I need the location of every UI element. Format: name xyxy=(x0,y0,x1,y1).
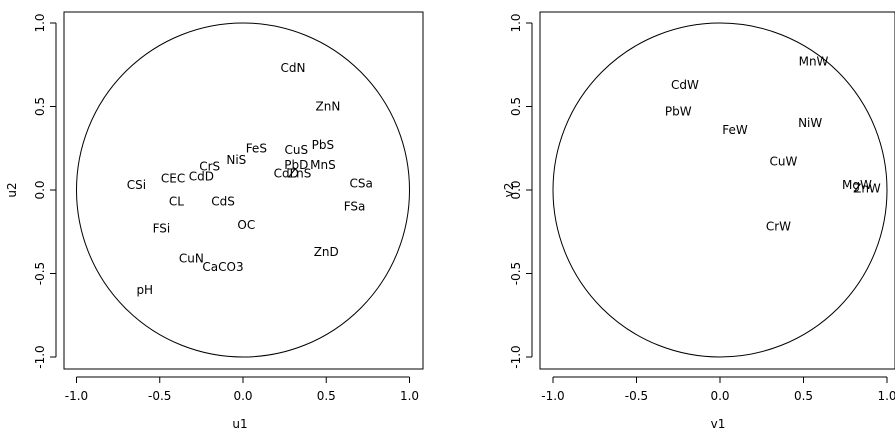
x-axis-title: u1 xyxy=(232,417,247,431)
unit-circle xyxy=(552,22,888,358)
point-label-nis: NiS xyxy=(226,153,246,167)
y-tick-label: 0.5 xyxy=(33,97,47,116)
point-label-ph: pH xyxy=(136,283,153,297)
point-label-cun: CuN xyxy=(179,251,204,265)
point-label-mns: MnS xyxy=(310,158,336,172)
point-label-mnw: MnW xyxy=(799,54,829,68)
x-tick-label: 0.5 xyxy=(317,389,336,403)
chart-panel-2: -1.0 -0.5 0.0 0.5 1.0 -1.0 -0.5 0.0 0.5 1.0 v1 v2 Mn… xyxy=(502,11,895,431)
x-tick-label: 0.0 xyxy=(710,389,729,403)
y-axis-title: u2 xyxy=(5,182,19,197)
point-label-pbw: PbW xyxy=(665,105,692,119)
point-label-crw: CrW xyxy=(766,220,791,234)
y-tick-label: 0.0 xyxy=(33,180,47,199)
y-tick-label: 1.0 xyxy=(509,13,523,32)
point-label-pbd: PbD xyxy=(284,158,308,172)
point-label-csi: CSi xyxy=(127,178,146,192)
point-label-cdd: CdD xyxy=(274,166,299,180)
point-label-cdw: CdW xyxy=(671,78,699,92)
point-label-fsa: FSa xyxy=(344,200,366,214)
x-tick-label: 1.0 xyxy=(400,389,419,403)
point-label-fes: FeS xyxy=(246,141,267,155)
chart-panel-1: -1.0 -0.5 0.0 0.5 1.0 -1.0 -0.5 0.0 0.5 1.0 u1 u2 Cd… xyxy=(5,11,424,431)
point-label-mgw: MgW xyxy=(842,178,872,192)
x-tick-label: 0.5 xyxy=(794,389,813,403)
point-label-few: FeW xyxy=(722,123,748,137)
point-label-pbs: PbS xyxy=(312,138,334,152)
point-label-cus: CuS xyxy=(284,143,308,157)
x-tick-label: -1.0 xyxy=(541,389,564,403)
point-label-cds: CdS xyxy=(211,195,235,209)
y-tick-label: -0.5 xyxy=(509,262,523,285)
point-label-zns: ZnS xyxy=(288,166,311,180)
point-label-znd: ZnD xyxy=(314,245,339,259)
point-label-crs: CrS xyxy=(199,160,220,174)
point-label-cuw: CuW xyxy=(770,155,798,169)
point-label-csa: CSa xyxy=(350,176,373,190)
y-tick-label: -0.5 xyxy=(33,262,47,285)
y-axis-title: v2 xyxy=(502,183,516,198)
y-tick-label: 0.5 xyxy=(509,97,523,116)
x-tick-label: -1.0 xyxy=(65,389,88,403)
y-tick-label: 1.0 xyxy=(33,13,47,32)
unit-circle xyxy=(76,22,410,358)
point-label-znn: ZnN xyxy=(316,100,341,114)
point-label-caco3: CaCO3 xyxy=(202,260,243,274)
point-label-fsi: FSi xyxy=(153,221,171,235)
point-label-niw: NiW xyxy=(798,116,822,130)
point-label-oc: OC xyxy=(237,218,255,232)
y-tick-label: -1.0 xyxy=(33,345,47,368)
x-axis-title: v1 xyxy=(711,417,726,431)
plot-frame xyxy=(539,11,895,370)
x-tick-label: 0.0 xyxy=(233,389,252,403)
plot-frame xyxy=(63,11,424,370)
y-tick-label: -1.0 xyxy=(509,345,523,368)
point-label-znw: ZnW xyxy=(853,181,881,195)
point-label-cdn: CdN xyxy=(280,61,305,75)
x-tick-label: 1.0 xyxy=(877,389,895,403)
point-label-cec: CEC xyxy=(161,171,185,185)
point-label-cl: CL xyxy=(169,195,184,209)
x-tick-label: -0.5 xyxy=(625,389,648,403)
y-tick-label: 0.0 xyxy=(509,180,523,199)
x-tick-label: -0.5 xyxy=(148,389,171,403)
point-label-cdd: CdD xyxy=(189,170,214,184)
